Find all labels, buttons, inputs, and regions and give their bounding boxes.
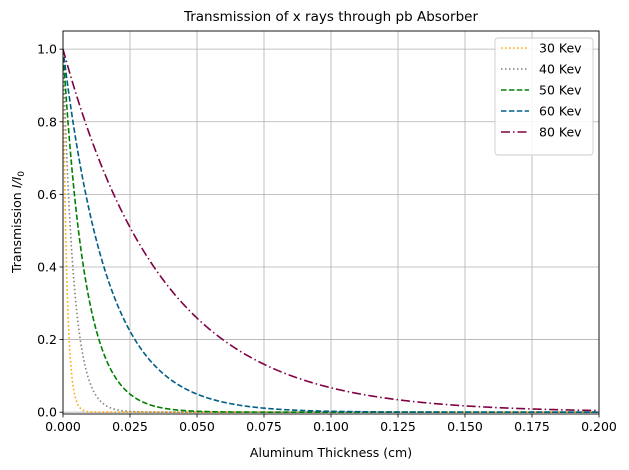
x-tick-label: 0.075 <box>246 419 282 434</box>
x-tick-label: 0.025 <box>112 419 148 434</box>
y-tick-label: 0.2 <box>37 332 57 347</box>
plot-series <box>63 48 599 413</box>
x-axis-label: Aluminum Thickness (cm) <box>250 445 412 460</box>
x-axis-ticks: 0.000 0.025 0.050 0.075 0.100 0.125 0.150 0.175… <box>45 414 617 434</box>
x-tick-label: 0.175 <box>514 419 550 434</box>
y-tick-label: 0.4 <box>37 259 57 274</box>
x-tick-label: 0.050 <box>179 419 215 434</box>
chart-title: Transmission of x rays through pb Absorb… <box>183 9 479 25</box>
legend-box <box>494 37 594 156</box>
y-axis-label: Transmission I/I0 <box>9 171 27 274</box>
y-tick-label: 0.6 <box>37 187 57 202</box>
legend-label: 50 Kev <box>539 83 582 98</box>
y-axis-label-prefix: Transmission <box>9 188 24 274</box>
x-tick-label: 0.100 <box>313 419 349 434</box>
x-tick-label: 0.150 <box>447 419 483 434</box>
legend-label: 60 Kev <box>539 104 582 119</box>
legend-label: 40 Kev <box>539 62 582 77</box>
x-tick-label: 0.000 <box>45 419 81 434</box>
series-line <box>63 49 599 413</box>
y-axis-label-math: I/I <box>9 176 24 188</box>
y-axis-label-subscript: 0 <box>17 171 27 177</box>
legend-label: 80 Kev <box>539 125 582 140</box>
y-tick-label: 1.0 <box>37 42 57 57</box>
x-tick-label: 0.200 <box>581 419 617 434</box>
series-line <box>63 48 599 412</box>
y-axis-ticks: 0.0 0.2 0.4 0.6 0.8 1.0 <box>37 42 63 420</box>
y-tick-label: 0.0 <box>37 405 57 420</box>
legend-label: 30 Kev <box>539 41 582 56</box>
legend: 30 Kev 40 Kev 50 Kev 60 Kev 80 Kev <box>494 37 594 156</box>
y-tick-label: 0.8 <box>37 114 57 129</box>
x-tick-label: 0.125 <box>380 419 416 434</box>
